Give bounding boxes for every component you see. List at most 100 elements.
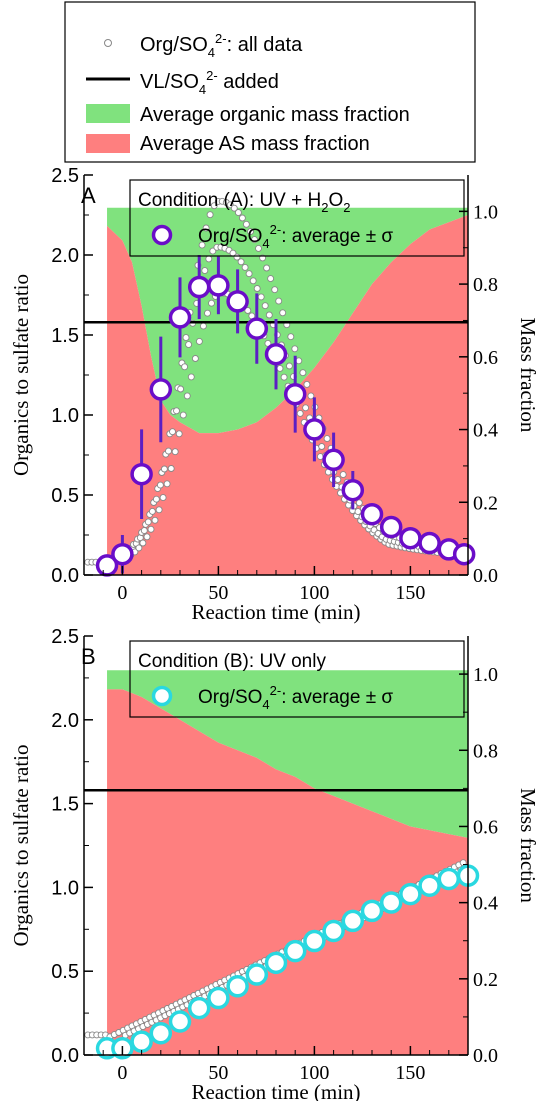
average-point [418,531,441,555]
all-data-point [181,363,189,371]
y-tick-label: 0.5 [51,485,79,507]
all-data-point [307,392,315,400]
all-data-point [238,214,246,222]
all-data-point [296,409,304,417]
all-data-point [251,236,258,244]
all-data-point [209,247,217,255]
panel-b: 0.0 0.5 1.0 1.5 2.0 2.5 0.0 0.2 0.4 0.6 0.8 1.0 0 50 1… [9,626,539,1101]
all-data-point [245,270,253,278]
average-point [264,951,288,975]
y2-tick-label: 0.6 [473,347,498,369]
all-data-point [155,506,163,514]
y2-tick-label: 0.2 [473,492,498,514]
all-data-point [299,369,307,377]
all-data-point [244,307,252,314]
all-data-point [205,255,213,263]
condition-average-label: Org/SO42-: average ± σ [198,683,393,712]
all-data-point [265,311,273,319]
all-data-point [144,518,152,526]
all-data-point [151,516,159,524]
y-tick-label: 0.0 [51,1045,79,1067]
all-data-point [187,373,195,381]
legend-organic: Average organic mass fraction [140,104,410,126]
all-data-point [302,404,310,412]
average-point [130,462,153,486]
all-data-point [185,341,193,349]
all-data-point [206,211,214,219]
average-point [207,274,230,297]
average-point [264,342,288,366]
average-point [226,290,249,313]
all-data-point [287,333,295,341]
y2-tick-label: 0.4 [473,893,498,915]
all-data-point [177,385,185,393]
all-data-point [354,508,362,516]
average-point [245,317,269,340]
all-data-point [280,373,288,381]
average-point [245,963,269,986]
all-data-point [234,209,242,217]
average-point [283,382,307,406]
x-tick-label: 50 [208,1062,228,1084]
condition-average-label: Org/SO42-: average ± σ [198,222,393,251]
average-point [303,929,326,953]
all-data-point [257,293,265,301]
y-tick-label: 2.5 [51,626,79,648]
all-data-point [183,392,191,400]
all-data-point [318,443,326,450]
all-data-point [263,264,271,272]
all-data-point [147,525,155,533]
y2-axis-label: Mass fraction [516,318,539,433]
y-tick-label: 1.0 [51,877,79,899]
y-axis-label: Organics to sulfate ratio [9,745,33,947]
all-data-point [261,302,269,310]
all-data-point [271,286,279,294]
organic-fraction-area [107,670,468,838]
x-tick-label: 150 [395,582,425,604]
y-tick-label: 1.5 [51,794,79,816]
y-tick-label: 1.0 [51,405,79,427]
y-tick-label: 0.0 [51,565,79,587]
all-data-point [143,533,151,541]
legend: Org/SO42-: all data VL/SO42- added Avera… [64,1,476,163]
x-axis-label: Reaction time (min) [191,1080,360,1101]
average-point [168,306,192,329]
average-point [149,378,173,401]
x-tick-label: 100 [299,1062,329,1084]
all-data-point [191,355,199,362]
all-data-point [204,309,211,317]
average-point [379,515,403,539]
condition-text: Condition (A): UV + H2O2 [138,190,350,215]
x-axis-label: Reaction time (min) [191,600,360,624]
all-data-point [237,258,245,266]
condition-text: Condition (B): UV only [138,651,326,672]
y2-tick-label: 1.0 [473,201,498,223]
x-tick-label: 0 [117,1062,127,1084]
average-point [452,542,476,566]
average-point [226,975,249,998]
all-data-point [171,448,179,456]
all-data-point [175,430,183,438]
legend-all-data-marker [104,39,112,47]
all-data-point [279,309,287,317]
y2-tick-label: 0.0 [473,565,498,587]
all-data-point [255,244,262,252]
average-point [399,882,422,906]
average-point [399,526,422,550]
as-fraction-area [107,689,468,1055]
all-data-point [156,481,164,489]
all-data-point [198,241,206,249]
legend-organic-swatch [86,104,130,123]
all-data-point [179,411,187,419]
average-point [207,986,230,1010]
y-tick-label: 2.0 [51,710,79,732]
all-data-point [303,380,311,388]
average-point [111,542,134,566]
all-data-point [201,267,209,275]
all-data-point [249,277,257,285]
all-data-point [195,337,203,345]
all-data-point [210,202,218,210]
all-data-point [148,507,156,515]
all-data-point [285,362,293,370]
average-point [283,939,307,963]
